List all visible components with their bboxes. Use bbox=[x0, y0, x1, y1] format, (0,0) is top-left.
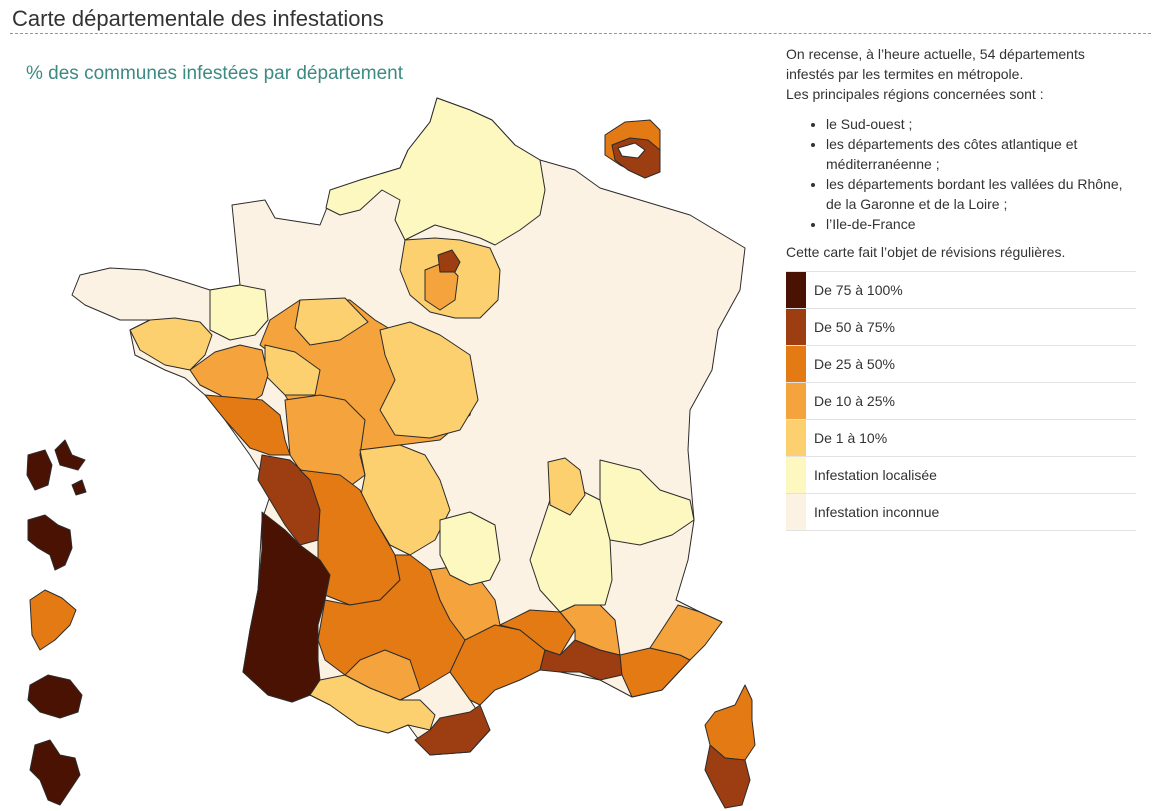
region-west-10-25[interactable] bbox=[189, 344, 269, 411]
guyane-25-50[interactable] bbox=[29, 589, 77, 651]
region-brittany-1-10[interactable] bbox=[129, 317, 213, 371]
legend-swatch bbox=[786, 420, 806, 456]
legend-item-50-75[interactable]: De 50 à 75% bbox=[786, 309, 1136, 346]
region-savoie-localized[interactable] bbox=[599, 459, 695, 546]
martinique-75-100[interactable] bbox=[27, 514, 73, 571]
region-paris-50-75[interactable] bbox=[437, 249, 461, 273]
legend-item-10-25[interactable]: De 10 à 25% bbox=[786, 383, 1136, 420]
info-panel: On recense, à l’heure actuelle, 54 dépar… bbox=[786, 44, 1136, 531]
region-pyrenees-10-25[interactable] bbox=[344, 649, 421, 701]
revision-note: Cette carte fait l’objet de révisions ré… bbox=[786, 244, 1066, 260]
page-title: Carte départementale des infestations bbox=[12, 6, 384, 31]
map-title: % des communes infestées par département bbox=[26, 63, 404, 84]
region-item-4: l’Ile-de-France bbox=[826, 214, 1136, 234]
legend-swatch bbox=[786, 457, 806, 493]
intro-line-3: Les principales régions concernées sont … bbox=[786, 86, 1044, 102]
paris-inset[interactable] bbox=[604, 119, 661, 179]
legend-swatch bbox=[786, 309, 806, 345]
regions-list: le Sud-ouest ; les départements des côte… bbox=[786, 114, 1136, 234]
france-departments-map[interactable] bbox=[0, 90, 770, 811]
corsica-south-50-75[interactable] bbox=[704, 744, 751, 809]
region-roussillon-50-75[interactable] bbox=[414, 704, 491, 756]
legend-swatch bbox=[786, 346, 806, 382]
legend-label: De 1 à 10% bbox=[814, 430, 888, 446]
region-gard-25-50[interactable] bbox=[499, 609, 576, 656]
legend-label: Infestation localisée bbox=[814, 467, 937, 483]
region-vendee-25-50[interactable] bbox=[204, 394, 291, 456]
intro-line-1: On recense, à l’heure actuelle, 54 dépar… bbox=[786, 46, 1085, 62]
region-loire-1-10[interactable] bbox=[264, 297, 479, 439]
region-brittany-localized[interactable] bbox=[209, 284, 269, 341]
intro-line-2: infestés par les termites en métropole. bbox=[786, 66, 1024, 82]
legend: De 75 à 100% De 50 à 75% De 25 à 50% De … bbox=[786, 271, 1136, 531]
region-rhone-1-10[interactable] bbox=[547, 457, 586, 516]
legend-swatch bbox=[786, 272, 806, 308]
guadeloupe-75-100[interactable] bbox=[26, 439, 87, 496]
paris-inset-center[interactable] bbox=[617, 142, 646, 159]
region-auvergne-localized[interactable] bbox=[439, 511, 501, 586]
title-divider bbox=[10, 33, 1151, 34]
reunion-75-100[interactable] bbox=[27, 674, 83, 719]
legend-item-25-50[interactable]: De 25 à 50% bbox=[786, 346, 1136, 383]
legend-swatch bbox=[786, 383, 806, 419]
region-charente-maritime-50-75[interactable] bbox=[257, 454, 321, 546]
region-item-2: les départements des côtes atlantique et… bbox=[826, 134, 1136, 174]
region-item-1: le Sud-ouest ; bbox=[826, 114, 1136, 134]
legend-item-unknown[interactable]: Infestation inconnue bbox=[786, 494, 1136, 531]
legend-item-localized[interactable]: Infestation localisée bbox=[786, 457, 1136, 494]
legend-item-75-100[interactable]: De 75 à 100% bbox=[786, 272, 1136, 309]
overseas[interactable] bbox=[26, 439, 87, 806]
corsica[interactable] bbox=[704, 684, 756, 809]
region-rhone-localized[interactable] bbox=[529, 489, 613, 613]
legend-label: De 25 à 50% bbox=[814, 356, 895, 372]
legend-label: De 75 à 100% bbox=[814, 282, 903, 298]
legend-swatch bbox=[786, 494, 806, 530]
legend-label: De 50 à 75% bbox=[814, 319, 895, 335]
region-item-3: les départements bordant les vallées du … bbox=[826, 174, 1136, 214]
legend-label: De 10 à 25% bbox=[814, 393, 895, 409]
mayotte-75-100[interactable] bbox=[29, 739, 81, 806]
legend-item-1-10[interactable]: De 1 à 10% bbox=[786, 420, 1136, 457]
legend-label: Infestation inconnue bbox=[814, 504, 940, 520]
region-alpes-maritimes-10-25[interactable] bbox=[649, 604, 723, 661]
